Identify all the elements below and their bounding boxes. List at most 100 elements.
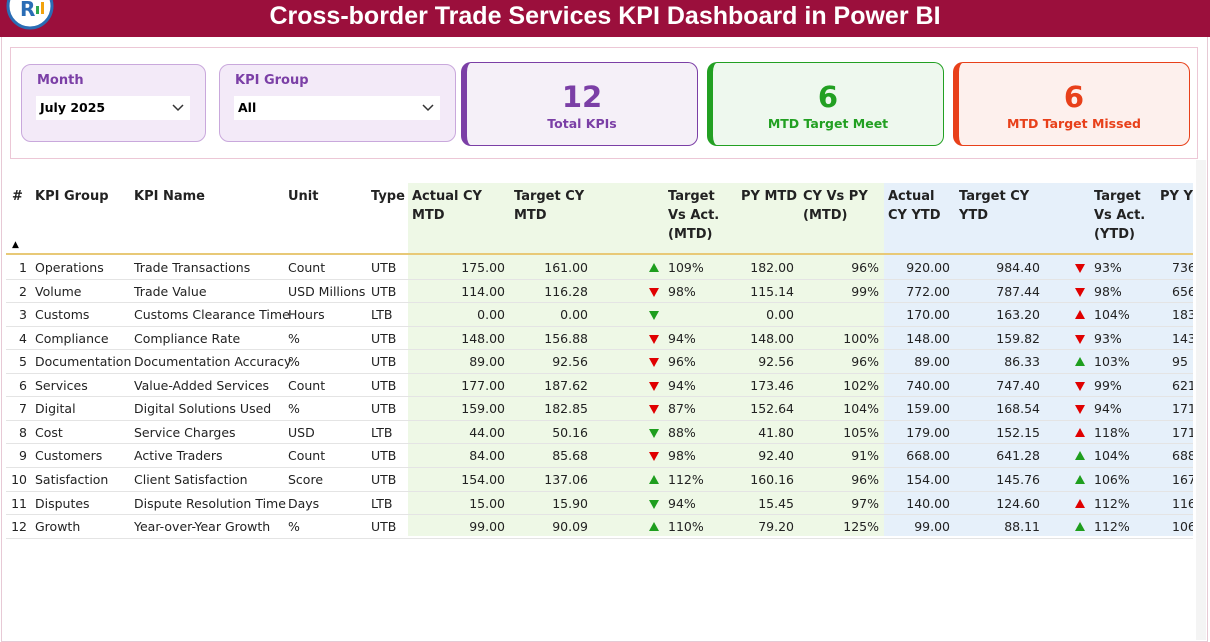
table-cell: Value-Added Services <box>134 377 270 393</box>
filter-panel <box>10 47 1198 159</box>
row-separator <box>6 278 1193 280</box>
table-cell: 747.40 <box>996 377 1040 393</box>
row-separator <box>6 349 1193 351</box>
arrow-up <box>649 474 659 484</box>
table-cell: UTB <box>371 377 397 393</box>
table-cell: UTB <box>371 471 397 487</box>
table-cell: 104% <box>1094 307 1130 323</box>
mtd-band <box>408 183 884 536</box>
month-slicer[interactable]: Month July 2025 <box>21 64 206 142</box>
table-cell: Customers <box>35 448 103 464</box>
row-separator <box>6 514 1193 516</box>
column-header: KPI Group <box>35 189 109 204</box>
arrow-down <box>649 381 659 391</box>
table-cell: 668.00 <box>906 448 950 464</box>
table-cell: 8 <box>19 424 27 440</box>
table-cell: 9 <box>19 448 27 464</box>
arrow-down <box>649 287 659 297</box>
table-cell: Trade Value <box>134 283 207 299</box>
table-cell: % <box>288 354 300 370</box>
table-cell: 2 <box>19 283 27 299</box>
table-cell: % <box>288 401 300 417</box>
table-cell: 5 <box>19 354 27 370</box>
table-cell: USD <box>288 424 315 440</box>
table-cell: 168.54 <box>996 401 1040 417</box>
column-header: Actual CY MTD <box>412 189 482 223</box>
slicer-dropdown[interactable]: July 2025 <box>36 96 190 120</box>
column-header: PY YTD <box>1160 189 1193 204</box>
table-cell: 94% <box>668 330 696 346</box>
table-cell: 152.15 <box>996 424 1040 440</box>
ytd-band <box>884 183 1193 536</box>
table-cell: 103% <box>1094 354 1130 370</box>
table-cell: 167 <box>1172 471 1193 487</box>
table-cell: 104% <box>843 401 879 417</box>
table-cell: 0.00 <box>477 307 505 323</box>
table-cell: 125% <box>843 519 879 535</box>
table-cell: 114.00 <box>461 283 505 299</box>
table-cell: 84.00 <box>469 448 505 464</box>
arrow-up <box>1075 474 1085 484</box>
table-cell: 79.20 <box>758 519 794 535</box>
table-cell: 44.00 <box>469 424 505 440</box>
table-cell: 112% <box>668 471 704 487</box>
column-header: Actual CY YTD <box>888 189 941 223</box>
table-cell: Documentation Accuracy <box>134 354 292 370</box>
card-value: 12 <box>561 80 603 114</box>
table-cell: 99.00 <box>914 519 950 535</box>
column-header: Target Vs Act. (MTD) <box>668 189 720 242</box>
table-cell: 50.16 <box>552 424 588 440</box>
table-cell: 94% <box>668 377 696 393</box>
arrow-up <box>649 522 659 532</box>
table-cell: 11 <box>11 495 27 511</box>
table-cell: 154.00 <box>461 471 505 487</box>
svg-text:R: R <box>20 0 35 21</box>
table-cell: 100% <box>843 330 879 346</box>
arrow-down <box>649 428 659 438</box>
table-cell: 96% <box>851 260 879 275</box>
table-cell: Compliance Rate <box>134 330 241 346</box>
table-cell: 159.82 <box>996 330 1040 346</box>
kpi-card: 12 Total KPIs <box>461 62 698 146</box>
arrow-up <box>1075 451 1085 461</box>
table-cell: Operations <box>35 260 104 275</box>
table-cell: 621 <box>1172 377 1193 393</box>
table-cell: 115.14 <box>750 283 794 299</box>
table-cell: 86.33 <box>1004 354 1040 370</box>
table-cell: Count <box>288 377 326 393</box>
table-cell: 118% <box>1094 424 1130 440</box>
table-cell: 98% <box>668 448 696 464</box>
table-cell: 7 <box>19 401 27 417</box>
card-label: MTD Target Missed <box>1007 116 1141 131</box>
table-cell: 99.00 <box>469 519 505 535</box>
table-cell: 148.00 <box>906 330 950 346</box>
card-value: 6 <box>1063 80 1085 114</box>
column-header: Type <box>371 189 405 204</box>
table-cell: 105% <box>843 424 879 440</box>
arrow-up <box>1075 522 1085 532</box>
table-cell: USD Millions <box>288 283 366 299</box>
row-separator <box>6 396 1193 398</box>
table-cell: Dispute Resolution Time <box>134 495 286 511</box>
table-cell: 177.00 <box>461 377 505 393</box>
table-cell: 175.00 <box>461 260 505 275</box>
arrow-down <box>1075 264 1085 273</box>
table-cell: 183 <box>1172 307 1193 323</box>
arrow-up <box>1075 498 1085 508</box>
card-label: Total KPIs <box>547 116 617 131</box>
kpi-group-slicer[interactable]: KPI Group All <box>219 64 456 142</box>
row-separator <box>6 443 1193 445</box>
table-cell: Customs <box>35 307 90 323</box>
table-cell: 92.40 <box>758 448 794 464</box>
table-cell: 94% <box>668 495 696 511</box>
slicer-dropdown[interactable]: All <box>234 96 440 120</box>
table-cell: 41.80 <box>758 424 794 440</box>
slicer-label: KPI Group <box>235 73 309 88</box>
column-header: Target Vs Act. (YTD) <box>1094 189 1146 242</box>
table-cell: Digital <box>35 401 76 417</box>
table-cell: UTB <box>371 401 397 417</box>
table-cell: 182.00 <box>750 260 794 275</box>
table-cell: 15.90 <box>552 495 588 511</box>
row-separator <box>6 302 1193 304</box>
